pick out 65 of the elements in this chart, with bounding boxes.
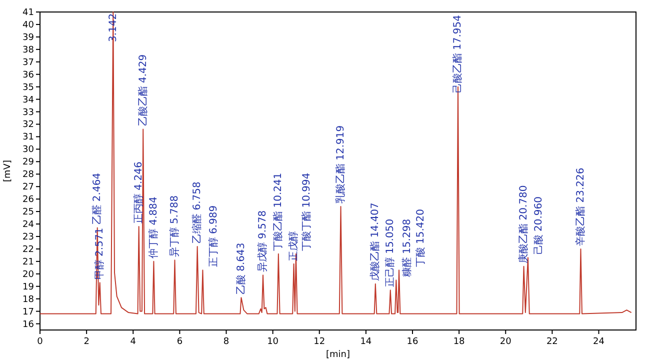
x-tick-label: 6 xyxy=(176,337,183,347)
annotation: 甲醇 2.571 xyxy=(94,228,106,280)
annotation: 乙醛 2.464 xyxy=(91,172,104,225)
y-tick-label: 30 xyxy=(22,145,34,156)
y-tick-label: 26 xyxy=(22,195,34,206)
y-tick-label: 29 xyxy=(22,158,34,168)
annotation: 辛酸乙酯 23.226 xyxy=(574,168,586,246)
x-tick-label: 24 xyxy=(593,337,605,347)
y-tick-label: 27 xyxy=(22,182,34,193)
x-tick-label: 22 xyxy=(546,337,558,347)
y-tick-label: 39 xyxy=(22,32,34,43)
y-tick-label: 17 xyxy=(22,307,34,318)
annotation: 正丙醇 4.246 xyxy=(132,162,145,224)
y-tick-label: 24 xyxy=(22,220,34,230)
y-tick-label: 28 xyxy=(22,170,34,180)
x-tick-label: 8 xyxy=(223,337,230,347)
y-tick-label: 41 xyxy=(22,8,34,18)
y-tick-label: 37 xyxy=(22,58,34,68)
annotation: 正戊醇 xyxy=(288,230,300,261)
annotation: 异戊醇 9.578 xyxy=(256,210,269,272)
x-tick-label: 16 xyxy=(406,337,418,347)
annotation: 戊酸乙酯 14.407 xyxy=(369,202,382,281)
y-tick-label: 25 xyxy=(22,208,34,218)
annotation: 仲丁醇 4.884 xyxy=(147,196,160,258)
x-tick-label: 2 xyxy=(84,337,90,347)
y-tick-label: 20 xyxy=(22,270,34,280)
x-tick-label: 18 xyxy=(453,337,466,347)
y-tick-label: 40 xyxy=(22,20,34,30)
x-tick-label: 14 xyxy=(360,337,372,347)
annotation: 丁酸乙酯 10.241 xyxy=(272,172,284,251)
annotation: 乙酸乙酯 4.429 xyxy=(136,54,149,126)
annotation: 3.142 xyxy=(108,13,119,42)
annotation: 己酸 20.960 xyxy=(532,196,545,255)
y-tick-label: 21 xyxy=(22,257,34,268)
annotation: 丁酸 15.420 xyxy=(414,208,427,268)
y-tick-label: 31 xyxy=(22,132,34,143)
y-tick-label: 35 xyxy=(22,82,34,93)
annotation: 庚酸乙酯 20.780 xyxy=(518,185,530,264)
annotation: 乙酸 8.643 xyxy=(234,242,247,295)
annotation: 正丁醇 6.989 xyxy=(207,205,220,268)
y-tick-label: 32 xyxy=(22,120,34,130)
y-tick-label: 33 xyxy=(22,108,34,118)
annotation: 己酸乙酯 17.954 xyxy=(452,15,464,94)
y-tick-label: 38 xyxy=(22,45,34,56)
annotation: 乳酸乙酯 12.919 xyxy=(334,125,347,204)
x-tick-label: 12 xyxy=(314,337,326,347)
annotation: 正己醇 15.050 xyxy=(384,218,396,288)
line-series xyxy=(40,12,632,314)
x-axis-title: [min] xyxy=(326,350,350,360)
x-tick-label: 0 xyxy=(37,337,44,347)
y-tick-label: 16 xyxy=(22,320,34,330)
y-tick-label: 34 xyxy=(22,95,34,106)
y-tick-label: 36 xyxy=(22,70,34,80)
y-tick-label: 22 xyxy=(22,244,34,255)
x-tick-label: 4 xyxy=(130,337,136,347)
annotation: 乙缩醛 6.758 xyxy=(191,182,204,244)
x-tick-label: 20 xyxy=(500,337,512,347)
y-tick-label: 18 xyxy=(22,294,34,305)
y-tick-label: 23 xyxy=(22,232,34,242)
y-axis-title: [mV] xyxy=(3,160,13,182)
annotation: 异丁醇 5.788 xyxy=(168,195,180,258)
annotation: 糠醛 15.298 xyxy=(400,218,413,278)
y-tick-label: 19 xyxy=(22,282,34,292)
annotation: 丁酸丁酯 10.994 xyxy=(300,172,313,251)
x-tick-label: 10 xyxy=(267,337,279,347)
